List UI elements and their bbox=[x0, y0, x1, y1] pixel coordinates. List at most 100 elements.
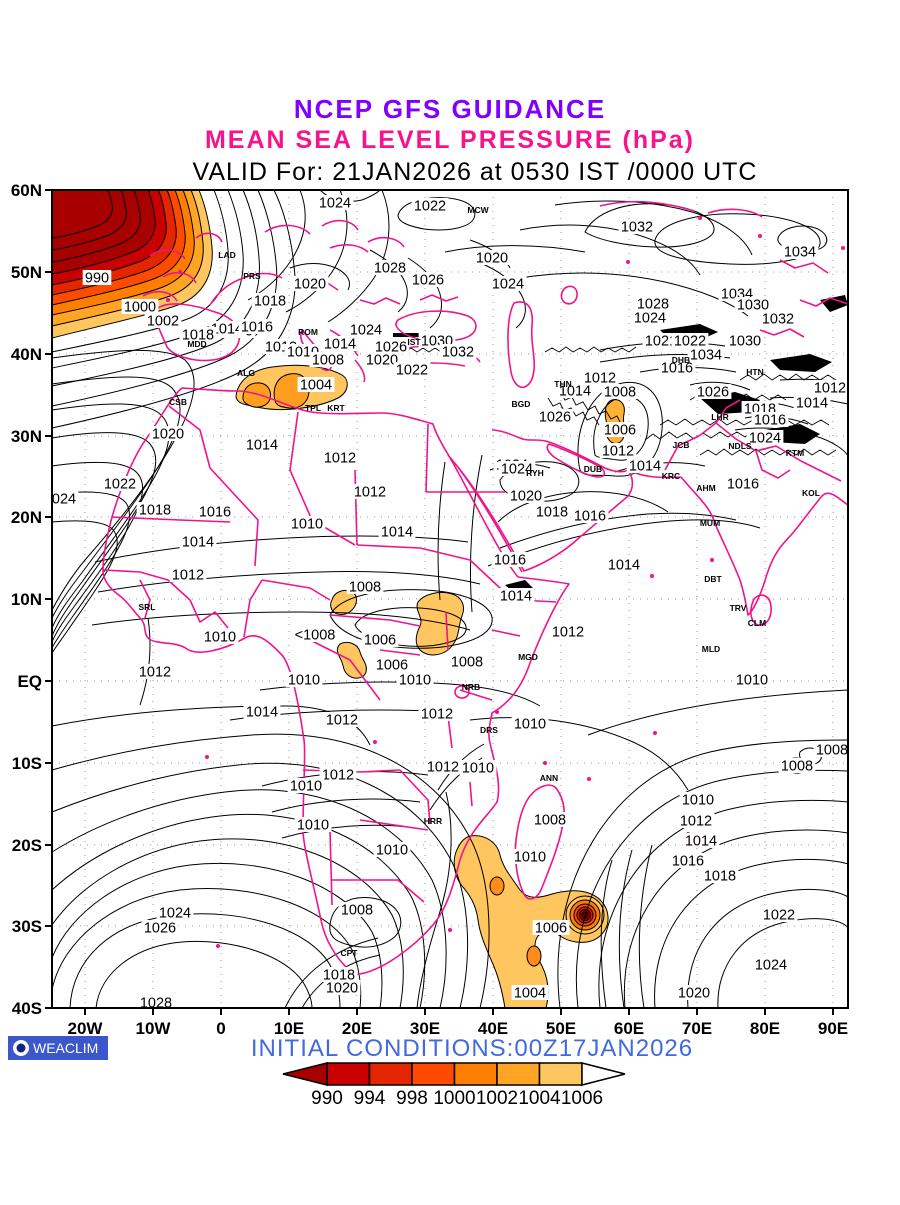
colorbar-right-arrow bbox=[581, 1062, 626, 1086]
contour-label: 1010 bbox=[399, 673, 431, 689]
sri-lanka bbox=[750, 594, 772, 626]
contour-label-box bbox=[459, 760, 497, 775]
contour-label-box bbox=[752, 957, 790, 972]
city-label: DUB bbox=[584, 464, 602, 474]
contour-label: 1016 bbox=[574, 509, 606, 525]
contour-label: 1012 bbox=[427, 760, 459, 776]
contour-label: 1034 bbox=[690, 348, 722, 364]
initial-conditions-text: INITIAL CONDITIONS:00Z17JAN2026 bbox=[251, 1035, 693, 1062]
contour-label-box bbox=[238, 319, 276, 334]
contour-label-box bbox=[556, 383, 594, 398]
contour-label-box bbox=[671, 333, 709, 348]
contour-label: 1012 bbox=[421, 707, 453, 723]
colorbar-segment bbox=[496, 1062, 541, 1086]
valid-line: VALID For: 21JAN2026 at 0530 IST /0000 U… bbox=[193, 158, 758, 186]
contour-label: 1012 bbox=[680, 814, 712, 830]
chart-title: NCEP GFS GUIDANCE bbox=[294, 94, 606, 124]
contour-label-box bbox=[49, 491, 79, 506]
contour-label-box bbox=[82, 270, 112, 285]
contour-label-box bbox=[511, 716, 549, 731]
colorbar-value: 998 bbox=[396, 1088, 428, 1109]
contour-label-box bbox=[694, 384, 732, 399]
contour-labels-layer: 9901000100210001014101610181018101210141… bbox=[49, 195, 851, 1012]
contour-label: 990 bbox=[85, 271, 109, 287]
city-label: NRB bbox=[462, 682, 480, 692]
contour-label: 1030 bbox=[729, 334, 761, 350]
contour-label-box bbox=[642, 333, 680, 348]
contour-label-box bbox=[346, 579, 384, 594]
contour-label: 1028 bbox=[374, 261, 406, 277]
contour-label: 1018 bbox=[536, 505, 568, 521]
contour-label: 1014 bbox=[796, 396, 828, 412]
contour-label-box bbox=[489, 276, 527, 291]
contour-label-box bbox=[507, 488, 545, 503]
black-sea bbox=[395, 310, 477, 342]
contour-label: 1032 bbox=[762, 312, 794, 328]
contour-label: 1010 bbox=[376, 843, 408, 859]
contour-label: 1010 bbox=[736, 673, 768, 689]
footer: WEACLIM INITIAL CONDITIONS:00Z17JAN2026 … bbox=[8, 1035, 693, 1109]
contour-label-box bbox=[393, 362, 431, 377]
contour-label: 1010 bbox=[291, 517, 323, 533]
contour-label-box bbox=[243, 704, 281, 719]
lon-label: 50E bbox=[546, 1019, 576, 1038]
contour-label-box bbox=[498, 461, 536, 476]
contour-label-box bbox=[411, 198, 449, 213]
contour-label-box bbox=[378, 524, 416, 539]
contour-label: 1012 bbox=[584, 371, 616, 387]
contour-label: 1020 bbox=[294, 277, 326, 293]
colorbar-value: 1006 bbox=[561, 1088, 603, 1109]
contour-label-box bbox=[677, 813, 715, 828]
contour-label: 1000 bbox=[124, 300, 156, 316]
persian-gulf bbox=[546, 443, 606, 478]
contour-label: 1016 bbox=[199, 505, 231, 521]
contour-label: 1012 bbox=[814, 381, 846, 397]
lat-label: 10N bbox=[11, 590, 42, 609]
contour-label: 1012 bbox=[602, 444, 634, 460]
contour-label-box bbox=[778, 758, 816, 773]
lon-label: 90E bbox=[818, 1019, 848, 1038]
logo-circle-inner bbox=[16, 1043, 26, 1053]
contour-label-box bbox=[347, 322, 385, 337]
contour-label-box bbox=[682, 833, 720, 848]
city-label: IST bbox=[407, 337, 421, 347]
contour-label-box bbox=[251, 293, 289, 308]
city-label: BGD bbox=[512, 399, 531, 409]
contour-label-box bbox=[793, 395, 831, 410]
contour-label-box bbox=[669, 853, 707, 868]
contour-label-box bbox=[733, 672, 771, 687]
contour-label: 1024 bbox=[492, 277, 524, 293]
contour-label: 1008 bbox=[816, 743, 848, 759]
contour-label-box bbox=[439, 344, 477, 359]
contour-label: 1026 bbox=[375, 340, 407, 356]
contour-label-box bbox=[746, 430, 784, 445]
contour-label-box bbox=[294, 817, 332, 832]
lon-label: 0 bbox=[216, 1019, 225, 1038]
lon-label: 20E bbox=[342, 1019, 372, 1038]
contour-label-box bbox=[634, 296, 672, 311]
city-label: KRC bbox=[662, 471, 680, 481]
lat-label: 20N bbox=[11, 508, 42, 527]
colorbar-value: 994 bbox=[354, 1088, 386, 1109]
city-label: NDLS bbox=[728, 441, 751, 451]
contour-label-box bbox=[373, 657, 411, 672]
contour-label: 1012 bbox=[172, 568, 204, 584]
contour-label: 1010 bbox=[514, 850, 546, 866]
contour-label: 1024 bbox=[350, 323, 382, 339]
city-label: LP bbox=[797, 435, 808, 445]
contour-label-box bbox=[448, 654, 486, 669]
lon-label: 30E bbox=[410, 1019, 440, 1038]
contour-label-box bbox=[323, 980, 361, 995]
colorbar: 990 994 998 1000 1002 1004 1006 bbox=[282, 1062, 626, 1109]
city-label: DHB bbox=[672, 355, 690, 365]
colorbar-value: 1004 bbox=[518, 1088, 561, 1109]
city-labels-layer: MCW LAD PRS MDD CSB ROM IST ALG TPL KRT THN BGD RYH D… bbox=[139, 205, 820, 958]
contour-label-box bbox=[208, 321, 246, 336]
city-label: MUM bbox=[700, 518, 720, 528]
city-label: CSB bbox=[169, 397, 187, 407]
colorbar-segment bbox=[411, 1062, 456, 1086]
contour-label-box bbox=[149, 426, 187, 441]
contour-label: 1022 bbox=[414, 199, 446, 215]
city-label: KOL bbox=[802, 488, 820, 498]
